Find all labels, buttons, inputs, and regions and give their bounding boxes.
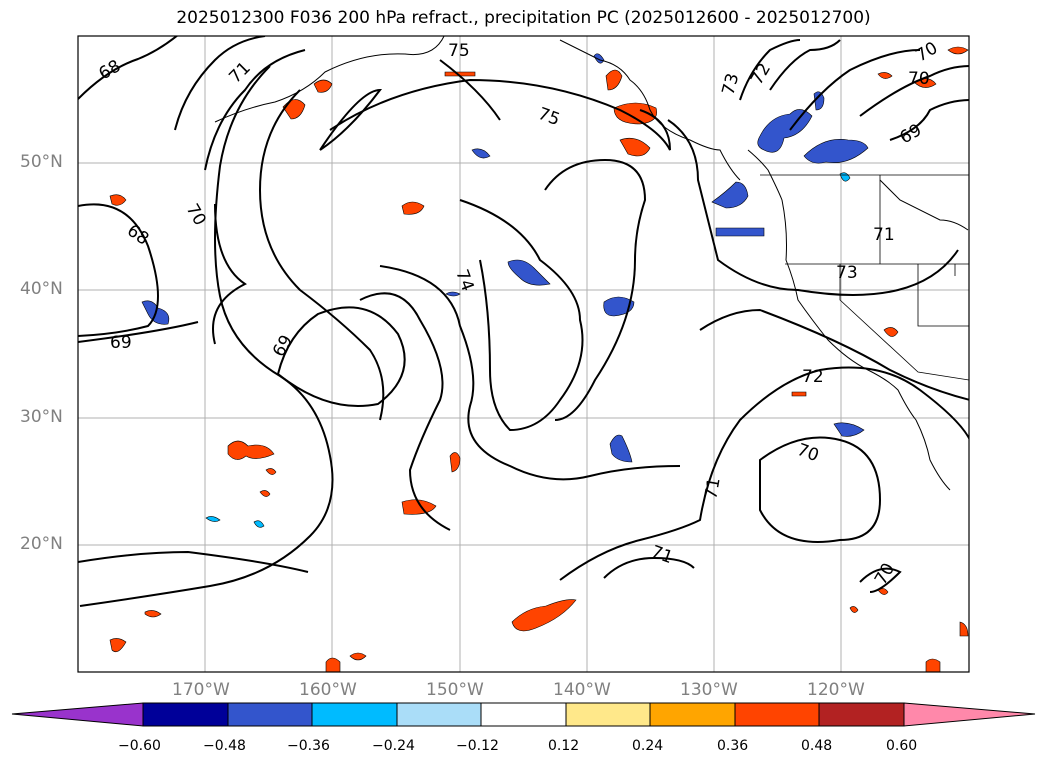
lon-label: 140°W xyxy=(553,680,611,700)
contours xyxy=(78,36,969,607)
borders xyxy=(760,174,969,381)
contour-label: 69 xyxy=(110,333,132,353)
precip-positive xyxy=(109,46,969,672)
lon-label: 160°W xyxy=(299,680,357,700)
lon-label: 150°W xyxy=(426,680,484,700)
contour-label: 69 xyxy=(269,332,297,361)
colorbar-tick-label: −0.48 xyxy=(203,738,246,754)
contour-label: 72 xyxy=(802,367,824,387)
contour-label: 73 xyxy=(719,71,744,97)
contour-label: 70 xyxy=(913,38,942,66)
contour-label: 70 xyxy=(908,69,930,89)
lon-label: 170°W xyxy=(172,680,230,700)
plot-frame xyxy=(77,35,970,673)
contour-label: 75 xyxy=(448,41,470,61)
graticule xyxy=(78,36,969,672)
contour-label: 75 xyxy=(535,104,562,130)
colorbar-tick-label: −0.12 xyxy=(456,738,499,754)
colorbar-tick-label: 0.48 xyxy=(801,738,833,754)
lat-label: 50°N xyxy=(20,152,63,172)
colorbar-tick-label: 0.60 xyxy=(886,738,918,754)
lat-label: 30°N xyxy=(20,407,63,427)
colorbar-tick-label: −0.36 xyxy=(287,738,330,754)
lat-label: 40°N xyxy=(20,279,63,299)
colorbar-tick-label: 0.36 xyxy=(717,738,749,754)
colorbar xyxy=(11,702,1036,727)
contour-label: 70 xyxy=(871,560,899,589)
contour-label: 71 xyxy=(873,225,895,245)
contour-label: 73 xyxy=(836,263,858,283)
coastline xyxy=(214,36,969,491)
colorbar-tick-label: 0.24 xyxy=(632,738,664,754)
contour-label: 72 xyxy=(747,60,775,89)
contour-label: 71 xyxy=(701,476,724,501)
chart-title: 2025012300 F036 200 hPa refract., precip… xyxy=(176,8,871,28)
colorbar-tick-label: −0.60 xyxy=(118,738,161,754)
lon-label: 130°W xyxy=(680,680,738,700)
contour-label: 70 xyxy=(794,440,821,466)
colorbar-tick-label: −0.24 xyxy=(372,738,415,754)
contour-label: 69 xyxy=(897,120,926,148)
lon-label: 120°W xyxy=(807,680,865,700)
contour-label: 70 xyxy=(182,201,210,230)
colorbar-extend-low xyxy=(11,702,144,727)
colorbar-tick-label: 0.12 xyxy=(548,738,580,754)
contour-label: 71 xyxy=(648,542,675,568)
lat-label: 20°N xyxy=(20,534,63,554)
colorbar-extend-high xyxy=(903,702,1036,727)
